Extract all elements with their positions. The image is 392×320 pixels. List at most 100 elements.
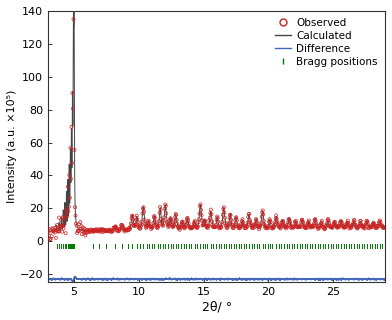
Point [218, 225, 224, 230]
Point [266, 219, 272, 224]
Point [83, 230, 90, 236]
Point [312, 217, 318, 222]
Point [333, 224, 339, 229]
Point [288, 225, 294, 230]
Point [116, 227, 123, 232]
Point [361, 225, 367, 230]
Point [202, 218, 208, 223]
Point [182, 224, 189, 229]
Point [140, 205, 147, 210]
Point [136, 223, 142, 228]
Point [105, 229, 112, 234]
Point [143, 225, 150, 230]
Point [238, 222, 244, 227]
Point [348, 225, 354, 230]
Point [207, 215, 213, 220]
Point [175, 225, 181, 230]
Point [129, 214, 136, 219]
Point [236, 224, 242, 229]
Point [375, 223, 381, 228]
Point [50, 228, 56, 234]
Point [160, 223, 166, 228]
Point [192, 222, 198, 227]
Point [344, 220, 350, 225]
Point [256, 225, 262, 230]
Point [191, 221, 197, 227]
Point [125, 228, 132, 233]
Point [294, 223, 300, 228]
Point [179, 219, 185, 224]
Point [102, 228, 108, 233]
Point [72, 205, 78, 210]
Point [257, 223, 263, 228]
Point [54, 227, 60, 232]
Point [361, 224, 368, 229]
Point [273, 213, 279, 218]
Point [347, 224, 353, 229]
Point [336, 223, 342, 228]
Point [321, 227, 328, 232]
Point [134, 220, 141, 225]
Point [237, 224, 243, 229]
Point [279, 221, 285, 226]
Point [320, 224, 326, 229]
Point [74, 230, 80, 236]
Point [64, 209, 70, 214]
Point [133, 217, 140, 222]
Point [241, 225, 248, 230]
Point [105, 228, 111, 234]
Point [320, 225, 327, 230]
Point [356, 224, 362, 229]
Point [69, 160, 75, 165]
Point [136, 225, 142, 230]
Point [314, 225, 321, 230]
Point [321, 226, 327, 231]
Point [49, 226, 55, 231]
Point [69, 91, 76, 96]
Point [66, 172, 73, 178]
Point [66, 204, 72, 209]
Point [279, 219, 286, 224]
Point [206, 223, 212, 228]
Point [171, 222, 177, 228]
Point [304, 225, 310, 230]
Point [190, 225, 196, 230]
Point [150, 220, 156, 226]
Point [172, 215, 178, 220]
Point [194, 226, 200, 231]
Point [205, 225, 211, 230]
Point [370, 222, 376, 227]
Point [216, 224, 222, 229]
Point [110, 228, 116, 233]
Point [220, 206, 227, 212]
Point [359, 223, 365, 228]
Point [143, 225, 149, 230]
Point [158, 207, 164, 212]
Point [355, 224, 361, 229]
Point [347, 224, 354, 229]
Point [287, 220, 293, 226]
Point [350, 220, 357, 225]
Point [182, 225, 188, 230]
Point [378, 223, 384, 228]
Point [296, 224, 303, 229]
Point [173, 212, 179, 218]
Point [119, 223, 125, 228]
Point [67, 145, 74, 150]
Point [318, 221, 324, 226]
Point [148, 227, 154, 232]
Point [245, 214, 251, 220]
Point [161, 215, 167, 220]
Point [153, 222, 159, 227]
Point [181, 226, 188, 231]
Point [160, 223, 166, 228]
Point [354, 226, 360, 231]
Point [365, 222, 371, 227]
Point [68, 124, 74, 130]
Point [211, 224, 218, 229]
Point [142, 221, 148, 227]
Point [102, 228, 109, 233]
Point [118, 222, 125, 228]
Point [85, 228, 92, 233]
Point [289, 224, 295, 229]
